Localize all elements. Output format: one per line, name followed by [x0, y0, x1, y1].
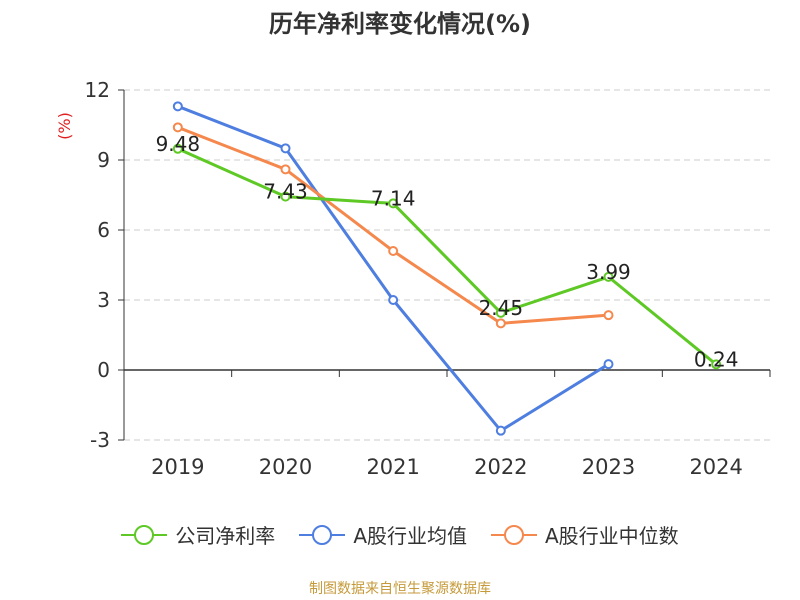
series-point-2	[388, 246, 399, 256]
gridlines	[124, 89, 770, 441]
series-point-0	[388, 198, 399, 209]
source-note: 制图数据来自恒生聚源数据库	[309, 581, 491, 597]
series-point-0	[603, 271, 614, 282]
data-label: 3.99	[586, 260, 631, 284]
legend: 公司净利率 A股行业均值 A股行业中位数	[0, 520, 800, 549]
legend-item-industry-median[interactable]: A股行业中位数	[491, 520, 679, 549]
legend-item-industry-mean[interactable]: A股行业均值	[299, 520, 467, 549]
series-point-1	[495, 425, 506, 436]
data-label: 7.43	[263, 180, 308, 204]
series-point-2	[495, 318, 506, 329]
series-point-2	[172, 122, 183, 133]
axes: 12 9 6 3 0 -3 (%) 2019 2020 2021 2022 2023 2024	[55, 78, 771, 479]
series-point-2	[603, 310, 614, 321]
series-point-2	[280, 164, 291, 175]
x-tick-label: 2024	[689, 455, 742, 479]
legend-label-industry-mean: A股行业均值	[353, 524, 467, 548]
data-label: 0.24	[694, 347, 739, 371]
legend-swatch-industry-median	[491, 524, 537, 545]
legend-swatch-company	[121, 524, 168, 545]
series-line-2	[177, 125, 609, 325]
chart-title: 历年净利率变化情况(%)	[269, 10, 531, 38]
y-tick-label: 3	[97, 288, 110, 312]
series-line-0	[177, 147, 718, 366]
y-tick-label: 6	[97, 218, 110, 242]
y-tick-label: 0	[97, 358, 110, 382]
x-tick-label: 2020	[259, 455, 312, 479]
series-lines	[172, 101, 722, 436]
series-point-1	[603, 359, 614, 370]
x-tick-label: 2019	[151, 455, 204, 479]
series-point-1	[280, 143, 291, 154]
x-tick-label: 2022	[474, 455, 527, 479]
series-point-1	[388, 295, 399, 305]
x-tick-label: 2021	[366, 455, 419, 479]
data-label: 7.14	[371, 186, 416, 210]
legend-item-company[interactable]: 公司净利率	[121, 520, 275, 549]
series-point-0	[280, 191, 291, 202]
y-axis-label: (%)	[55, 112, 74, 140]
series-point-0	[495, 307, 506, 318]
series-point-0	[172, 143, 183, 154]
data-labels: 9.48 7.43 7.14 2.45 3.99 0.24	[156, 132, 739, 372]
data-label: 2.45	[479, 296, 524, 320]
series-point-1	[172, 101, 183, 112]
legend-label-company: 公司净利率	[175, 524, 276, 548]
series-point-0	[711, 359, 722, 370]
y-tick-label: -3	[90, 428, 110, 452]
y-tick-label: 12	[85, 78, 110, 102]
legend-label-industry-median: A股行业中位数	[545, 524, 679, 548]
data-label: 9.48	[156, 132, 201, 156]
legend-swatch-industry-mean	[299, 524, 346, 545]
y-tick-label: 9	[97, 148, 110, 172]
x-tick-label: 2023	[582, 455, 635, 479]
series-line-1	[177, 104, 610, 433]
